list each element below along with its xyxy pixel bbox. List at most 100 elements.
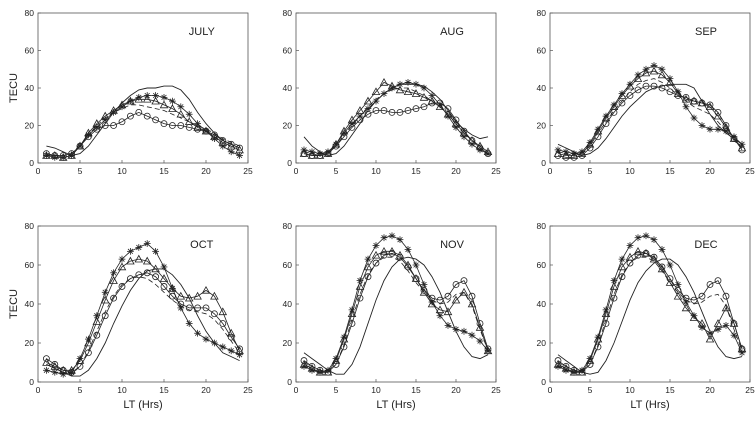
y-tick-label: 20 [283,121,293,131]
data-point-circle [428,294,436,302]
data-point-star [372,242,380,249]
data-point-circle [706,101,714,109]
data-point-triangle [142,256,152,265]
star-stroke [194,330,201,336]
data-point-circle [118,283,126,290]
data-point-star [460,133,468,141]
x-tick-label: 15 [159,385,169,395]
data-point-star [468,140,476,148]
data-point-triangle [100,295,110,304]
data-point-circle [626,259,634,267]
series-line-dashed [46,104,240,156]
star-stroke [152,92,159,99]
data-point-triangle [435,102,445,110]
y-tick-label: 60 [537,46,547,56]
star-stroke [723,322,729,329]
x-axis-label: LT (Hrs) [123,399,162,411]
plot-frame [37,225,249,383]
data-point-triangle [689,313,699,321]
y-tick-label: 60 [25,46,35,56]
data-point-circle [308,362,316,370]
x-tick-label: 20 [201,166,211,176]
data-point-circle [690,97,698,105]
panel-title: OCT [190,239,214,251]
y-tick-label: 0 [29,377,34,387]
data-point-circle [219,137,227,144]
star-stroke [236,152,243,159]
panel-title: AUG [440,26,464,38]
data-point-circle [666,88,674,96]
data-point-star [380,234,388,242]
data-point-triangle [379,77,389,86]
data-point-circle [738,345,746,353]
data-point-triangle [705,334,715,343]
data-point-star [714,125,722,133]
star-stroke [161,94,167,101]
data-point-triangle [427,299,437,308]
x-tick-label: 20 [705,385,715,395]
x-tick-label: 10 [117,385,127,395]
data-point-star [698,122,706,129]
y-tick-label: 0 [29,158,34,168]
data-point-circle [348,123,356,131]
star-stroke [469,332,475,338]
data-point-star [412,261,420,269]
data-point-triangle [721,122,731,131]
data-point-circle [300,357,308,364]
data-point-circle [68,368,75,376]
data-point-star [444,322,452,329]
data-point-star [227,347,235,355]
data-point-circle [468,292,476,300]
series-line-dashed [303,87,489,156]
y-tick-label: 80 [537,221,547,231]
x-axis-label: LT (Hrs) [376,399,415,411]
data-point-circle [436,99,444,107]
data-point-triangle [459,287,469,296]
star-stroke [437,313,443,319]
star-stroke [94,124,100,131]
data-point-star [143,240,151,247]
data-point-triangle [649,66,659,75]
data-point-circle [202,127,210,135]
x-tick-label: 10 [117,166,127,176]
data-point-circle [210,310,218,318]
x-tick-label: 20 [451,166,461,176]
x-tick-label: 0 [548,166,553,176]
data-point-triangle [569,367,579,376]
star-stroke [397,236,403,243]
data-point-triangle [657,70,667,79]
data-point-circle [396,108,404,116]
data-point-triangle [649,254,659,263]
star-stroke [445,322,451,329]
y-tick-label: 20 [537,121,547,131]
panel-title: NOV [440,239,465,251]
data-point-circle [650,82,658,90]
x-tick-label: 0 [294,166,299,176]
data-point-circle [85,133,92,141]
star-stroke [349,120,355,127]
y-axis-label: TECU [8,73,20,103]
data-point-triangle [609,281,619,290]
data-point-star [626,242,634,249]
series-line-solid [46,85,240,156]
data-point-circle [476,144,484,152]
data-point-circle [730,135,738,143]
data-point-circle [324,368,332,376]
star-stroke [675,281,681,288]
panel-aug: 0 5 10 15 20 25 0 20 40 60 80 AUG [283,8,501,176]
x-tick-label: 0 [294,385,299,395]
star-stroke [94,313,100,319]
data-point-circle [152,116,160,124]
data-point-star [730,331,738,339]
x-tick-label: 20 [201,385,211,395]
data-point-circle [143,269,151,277]
data-point-circle [436,296,444,304]
star-stroke [136,244,142,251]
data-point-triangle [109,106,118,114]
y-tick-label: 20 [537,338,547,348]
data-point-triangle [58,152,68,161]
star-stroke [228,348,234,354]
data-point-circle [59,152,67,159]
data-point-triangle [67,151,76,159]
data-point-circle [135,271,143,279]
